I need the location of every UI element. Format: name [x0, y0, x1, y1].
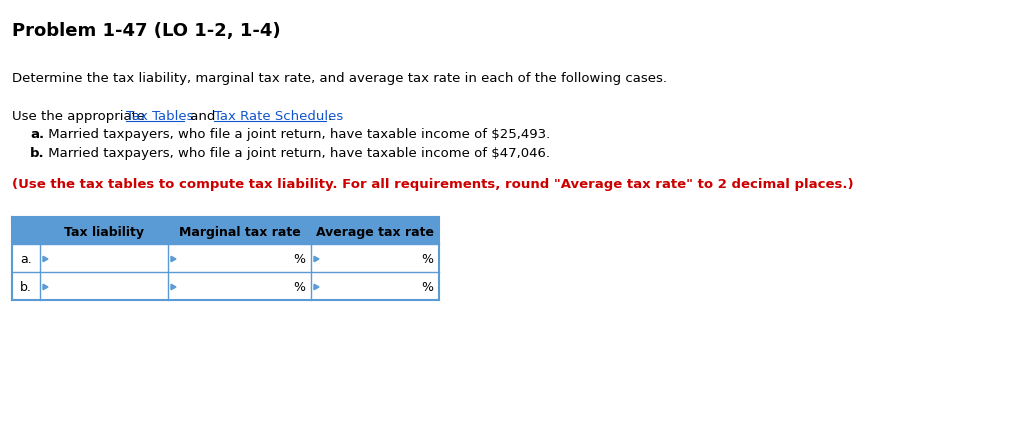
Bar: [12, 245, 439, 272]
Text: b.: b.: [20, 281, 32, 294]
Text: (Use the tax tables to compute tax liability. For all requirements, round "Avera: (Use the tax tables to compute tax liabi…: [12, 178, 854, 190]
Text: Married taxpayers, who file a joint return, have taxable income of $47,046.: Married taxpayers, who file a joint retu…: [44, 147, 550, 160]
Text: Average tax rate: Average tax rate: [316, 225, 434, 239]
Polygon shape: [171, 256, 176, 262]
Text: %: %: [421, 253, 433, 266]
Polygon shape: [314, 256, 319, 262]
Text: Tax liability: Tax liability: [63, 225, 144, 239]
Text: a.: a.: [30, 128, 44, 141]
Text: Use the appropriate: Use the appropriate: [12, 110, 150, 123]
Text: Marginal tax rate: Marginal tax rate: [178, 225, 300, 239]
Text: b.: b.: [30, 147, 45, 160]
Text: Determine the tax liability, marginal tax rate, and average tax rate in each of : Determine the tax liability, marginal ta…: [12, 72, 667, 85]
Bar: [12, 218, 439, 245]
Text: Problem 1-47 (LO 1-2, 1-4): Problem 1-47 (LO 1-2, 1-4): [12, 22, 281, 40]
Text: and: and: [186, 110, 219, 123]
Text: %: %: [293, 281, 305, 294]
Polygon shape: [43, 256, 48, 262]
Text: a.: a.: [20, 253, 32, 266]
Polygon shape: [171, 285, 176, 290]
Text: Married taxpayers, who file a joint return, have taxable income of $25,493.: Married taxpayers, who file a joint retu…: [44, 128, 550, 141]
Text: %: %: [421, 281, 433, 294]
Text: .: .: [328, 110, 332, 123]
Text: Tax Tables: Tax Tables: [126, 110, 194, 123]
Text: %: %: [293, 253, 305, 266]
Text: Tax Rate Schedules: Tax Rate Schedules: [214, 110, 343, 123]
Polygon shape: [43, 285, 48, 290]
Polygon shape: [314, 285, 319, 290]
Bar: [12, 272, 439, 300]
